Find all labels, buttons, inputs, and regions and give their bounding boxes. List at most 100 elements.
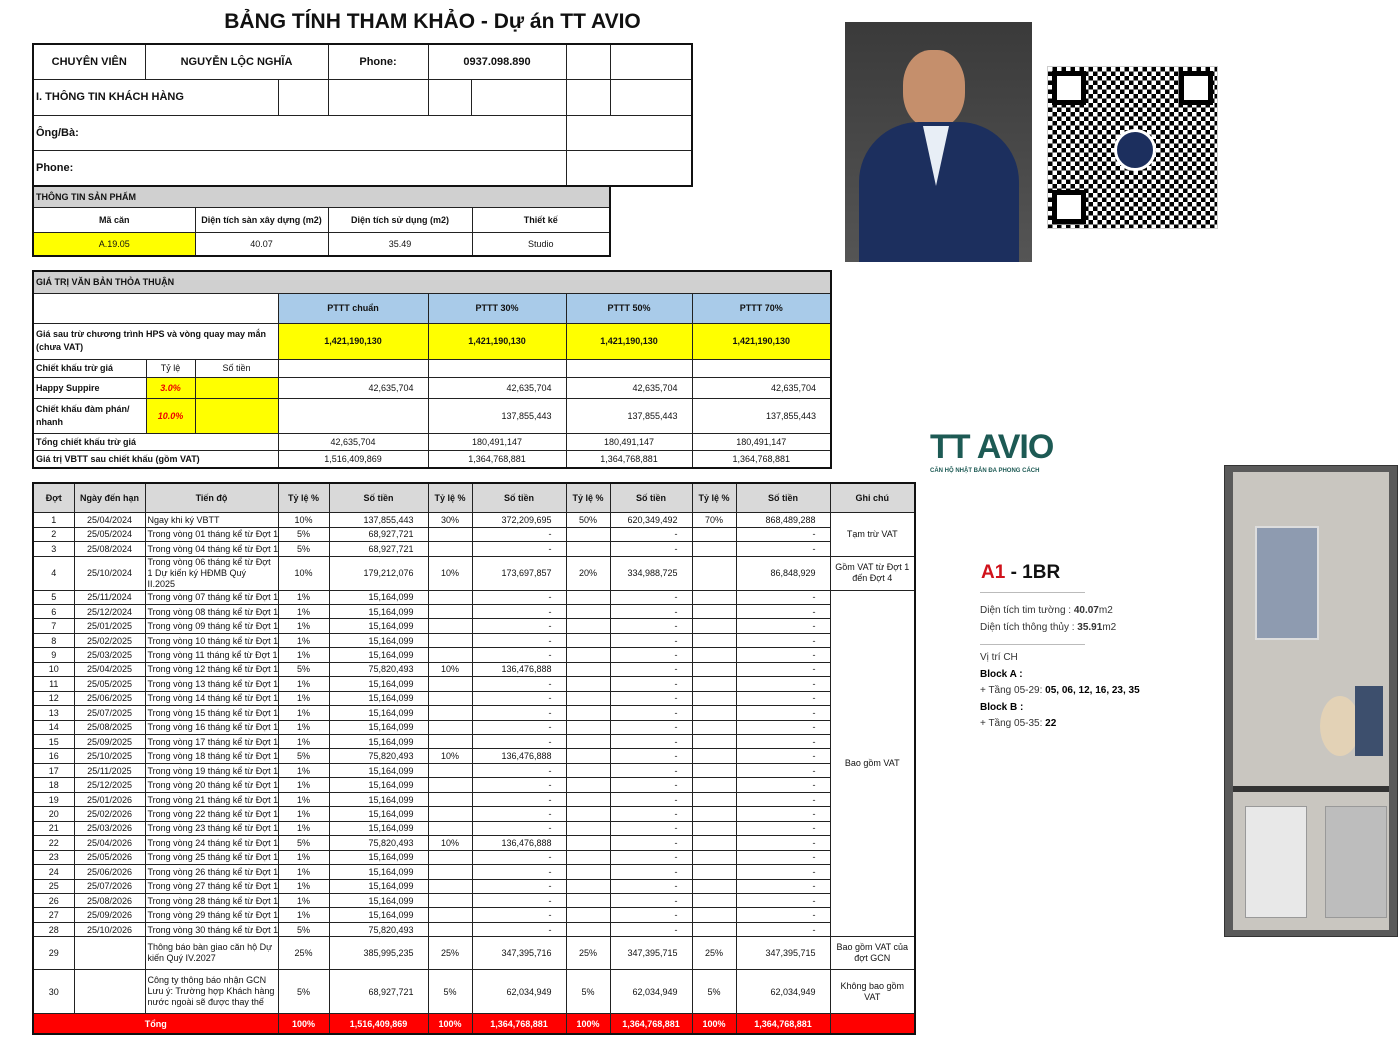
product-table: THÔNG TIN SẢN PHẨM Mã căn Diện tích sàn x… xyxy=(32,185,611,257)
schedule-row: 14 25/08/2025 Trong vòng 16 tháng kể từ Đợ… xyxy=(32,719,915,736)
amount: 15,164,099 xyxy=(328,632,429,649)
amount-50: - xyxy=(609,806,693,822)
milestone: Trong vòng 12 tháng kể từ Đợt 1 xyxy=(144,661,279,678)
plan-header: PTTT 30% xyxy=(427,292,567,324)
schedule-header: Đợt xyxy=(32,482,75,513)
rate-50 xyxy=(565,705,611,721)
schedule-row: 22 25/04/2026 Trong vòng 24 tháng kể từ Đợ… xyxy=(32,835,915,851)
due-date: 25/11/2025 xyxy=(73,762,146,779)
amount-50: - xyxy=(609,705,693,721)
schedule-header: Số tiền xyxy=(609,482,693,513)
amount: 68,927,721 xyxy=(328,526,429,542)
total-value: 1,364,768,881 xyxy=(471,1013,567,1035)
schedule-row: 11 25/05/2025 Trong vòng 13 tháng kể từ Đợ… xyxy=(32,676,915,692)
rate: 5% xyxy=(277,526,330,542)
note: Gồm VAT từ Đợt 1 đến Đợt 4 xyxy=(829,555,916,591)
note: Tạm trừ VAT xyxy=(829,511,916,557)
due-date: 25/07/2026 xyxy=(73,878,146,895)
amount-30: - xyxy=(471,820,567,837)
amount-50: - xyxy=(609,864,693,880)
rate-70 xyxy=(691,921,737,938)
amount-70: - xyxy=(735,820,831,837)
milestone: Trong vòng 18 tháng kể từ Đợt 1 xyxy=(144,748,279,764)
amount-70: 62,034,949 xyxy=(735,969,831,1015)
milestone: Trong vòng 19 tháng kể từ Đợt 1 xyxy=(144,762,279,779)
installment-no: 20 xyxy=(32,806,75,822)
nego-amount xyxy=(277,397,429,434)
amount-label: Số tiền xyxy=(194,358,279,378)
agent-label: CHUYÊN VIÊN xyxy=(32,43,146,80)
rate-30: 30% xyxy=(427,511,473,528)
installment-no: 23 xyxy=(32,849,75,866)
installment-no: 26 xyxy=(32,892,75,909)
due-date: 25/03/2025 xyxy=(73,647,146,663)
schedule-row: 21 25/03/2026 Trong vòng 23 tháng kể từ Đợ… xyxy=(32,820,915,837)
amount: 137,855,443 xyxy=(328,511,429,528)
installment-no: 19 xyxy=(32,791,75,808)
rate-70 xyxy=(691,632,737,649)
amount-30: - xyxy=(471,690,567,707)
amount: 68,927,721 xyxy=(328,540,429,557)
rate-70 xyxy=(691,719,737,736)
amount-50: 334,988,725 xyxy=(609,555,693,591)
amount: 15,164,099 xyxy=(328,849,429,866)
amount-50: 62,034,949 xyxy=(609,969,693,1015)
rate-30 xyxy=(427,690,473,707)
installment-no: 7 xyxy=(32,618,75,634)
due-date: 25/08/2026 xyxy=(73,892,146,909)
amount-50: - xyxy=(609,878,693,895)
installment-no: 5 xyxy=(32,589,75,605)
milestone: Trong vòng 08 tháng kể từ Đợt 1 xyxy=(144,603,279,620)
due-date: 25/04/2024 xyxy=(73,511,146,528)
installment-no: 18 xyxy=(32,777,75,793)
schedule-row: 12 25/06/2025 Trong vòng 14 tháng kể từ Đợ… xyxy=(32,690,915,707)
schedule-header: Ngày đến hạn xyxy=(73,482,146,513)
rate-30: 25% xyxy=(427,936,473,971)
amount: 15,164,099 xyxy=(328,676,429,692)
amount-30: - xyxy=(471,676,567,692)
milestone: Trong vòng 20 tháng kể từ Đợt 1 xyxy=(144,777,279,793)
due-date: 25/01/2026 xyxy=(73,791,146,808)
product-header: Diện tích sử dụng (m2) xyxy=(327,206,473,233)
rate-30 xyxy=(427,589,473,605)
amount: 179,212,076 xyxy=(328,555,429,591)
amount: 15,164,099 xyxy=(328,907,429,923)
rate-50 xyxy=(565,777,611,793)
rate: 1% xyxy=(277,820,330,837)
amount-30: - xyxy=(471,806,567,822)
rate-70 xyxy=(691,791,737,808)
rate-50 xyxy=(565,864,611,880)
milestone: Trong vòng 30 tháng kể từ Đợt 1 xyxy=(144,921,279,938)
amount: 15,164,099 xyxy=(328,589,429,605)
rate: 1% xyxy=(277,589,330,605)
amount-30: - xyxy=(471,719,567,736)
happy-amount: 42,635,704 xyxy=(691,376,832,399)
amount-70: 86,848,929 xyxy=(735,555,831,591)
schedule-row: 26 25/08/2026 Trong vòng 28 tháng kể từ Đợ… xyxy=(32,892,915,909)
happy-label: Happy Suppire xyxy=(32,376,147,399)
amount-50: - xyxy=(609,734,693,750)
amount-70: - xyxy=(735,748,831,764)
amount-50: - xyxy=(609,690,693,707)
amount-50: - xyxy=(609,603,693,620)
milestone: Trong vòng 26 tháng kể từ Đợt 1 xyxy=(144,864,279,880)
design-type: Studio xyxy=(471,231,611,257)
unit: m2 xyxy=(1102,621,1117,633)
due-date: 25/09/2025 xyxy=(73,734,146,750)
milestone: Trong vòng 10 tháng kể từ Đợt 1 xyxy=(144,632,279,649)
amount-30: - xyxy=(471,762,567,779)
nego-label: Chiết khấu đàm phán/ nhanh xyxy=(32,397,147,434)
rate: 1% xyxy=(277,791,330,808)
rate: 5% xyxy=(277,921,330,938)
rate: 1% xyxy=(277,806,330,822)
amount-30: - xyxy=(471,734,567,750)
rate-50 xyxy=(565,632,611,649)
amount-70: - xyxy=(735,921,831,938)
rate-50 xyxy=(565,618,611,634)
milestone: Trong vòng 28 tháng kể từ Đợt 1 xyxy=(144,892,279,909)
amount: 15,164,099 xyxy=(328,603,429,620)
amount-70: - xyxy=(735,849,831,866)
due-date xyxy=(73,969,146,1015)
base-price: 1,421,190,130 xyxy=(691,322,832,360)
amount-30: 372,209,695 xyxy=(471,511,567,528)
